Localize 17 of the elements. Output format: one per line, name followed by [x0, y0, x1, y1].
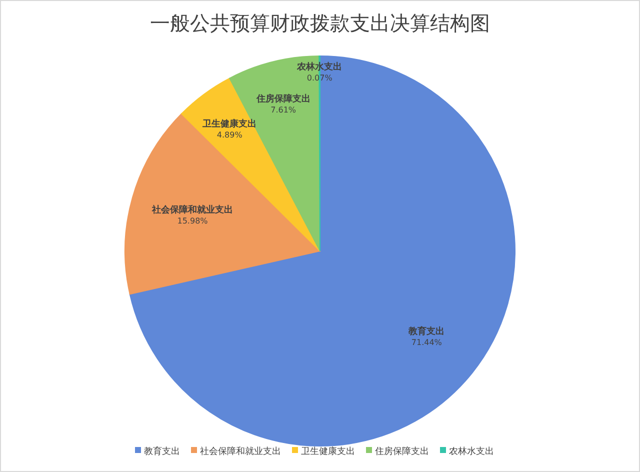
- slice-label: 农林水支出: [296, 62, 342, 73]
- legend-label: 住房保障支出: [375, 446, 429, 457]
- data-label: 4.89%: [216, 130, 243, 140]
- legend-label: 社会保障和就业支出: [200, 446, 281, 457]
- slice-label: 教育支出: [408, 325, 445, 338]
- pie-slice: [124, 113, 320, 295]
- slice-label: 社会保障和就业支出: [151, 204, 234, 216]
- legend-label: 教育支出: [144, 446, 180, 457]
- chart-title: 一般公共预算财政拨款支出决算结构图: [150, 11, 490, 35]
- data-label: 7.61%: [270, 105, 296, 114]
- data-label: 15.98%: [177, 216, 208, 226]
- legend-label: 农林水支出: [449, 446, 494, 457]
- legend-label: 卫生健康支出: [301, 446, 355, 457]
- data-label: 71.44%: [411, 338, 442, 348]
- data-label: 0.07%: [306, 74, 333, 83]
- slice-label: 住房保障支出: [255, 93, 310, 104]
- pie-slice: [129, 56, 516, 446]
